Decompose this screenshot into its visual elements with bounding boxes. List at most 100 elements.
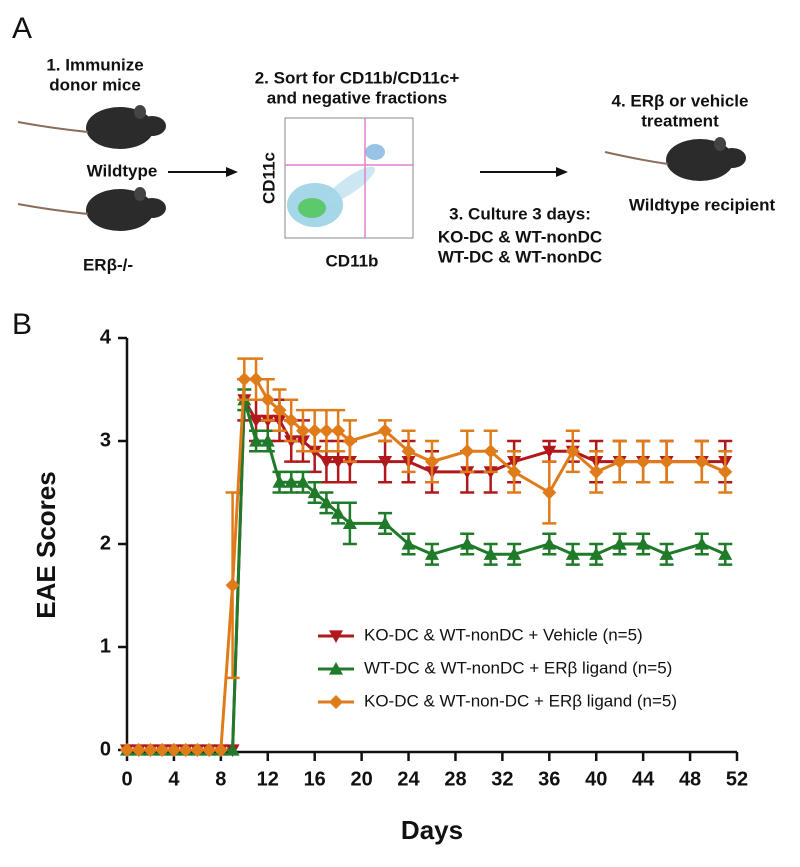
data-point (659, 454, 674, 469)
y-tick-label: 2 (100, 532, 111, 554)
data-point (237, 372, 252, 387)
data-point (401, 444, 416, 459)
mouse-label: Wildtype (87, 161, 158, 180)
data-point (249, 414, 264, 428)
step-text: 4. ERβ or vehicle (612, 91, 749, 110)
data-point (295, 423, 310, 438)
data-point (178, 743, 193, 757)
x-tick-label: 4 (168, 768, 180, 790)
data-point (272, 403, 287, 418)
data-point (542, 485, 557, 500)
data-point (483, 547, 498, 560)
mouse-label: ERβ-/- (83, 255, 133, 274)
data-point (331, 423, 346, 438)
data-point (331, 456, 346, 469)
data-point (507, 464, 522, 479)
data-point (143, 743, 158, 757)
mouse-icon (17, 187, 166, 231)
x-axis-label: Days (401, 815, 463, 845)
step-text: 1. Immunize (46, 55, 143, 74)
flow-axis-label: CD11b (326, 251, 379, 270)
data-point (284, 413, 299, 428)
data-point (425, 547, 439, 560)
x-tick-label: 12 (257, 768, 279, 790)
legend-marker (329, 630, 343, 643)
data-point (378, 423, 393, 438)
panel-letter: A (12, 12, 32, 45)
arrow (480, 167, 568, 177)
flow-plot (284, 117, 414, 239)
data-point (295, 475, 310, 488)
data-point (260, 434, 275, 447)
legend-item: WT-DC & WT-nonDC + ERβ ligand (n=5) (318, 658, 672, 677)
data-point (565, 547, 580, 560)
step-text: 2. Sort for CD11b/CD11c+ (255, 68, 460, 87)
data-point (307, 485, 322, 499)
data-point (718, 547, 733, 560)
data-point (319, 456, 334, 469)
x-tick-label: 8 (215, 768, 226, 790)
data-point (425, 454, 439, 469)
data-point (131, 743, 146, 757)
data-point (319, 423, 334, 438)
data-point (589, 547, 604, 560)
data-point (249, 372, 264, 387)
legend-marker (329, 695, 343, 709)
data-point (284, 475, 299, 488)
step-text: treatment (641, 111, 719, 130)
data-point (155, 743, 170, 757)
data-point (190, 743, 205, 757)
data-point (249, 434, 264, 447)
y-axis-label: EAE Scores (31, 471, 61, 618)
data-point (213, 743, 228, 757)
step-text: KO-DC & WT-nonDC (438, 227, 602, 246)
step-text: donor mice (49, 75, 141, 94)
data-point (694, 537, 709, 550)
step-text: 3. Culture 3 days: (449, 204, 591, 223)
data-point (507, 547, 522, 560)
x-tick-label: 48 (679, 768, 701, 790)
data-point (378, 516, 393, 529)
data-point (319, 495, 334, 509)
mouse-icon (604, 137, 746, 181)
data-point (718, 464, 733, 479)
mouse-label: Wildtype recipient (629, 195, 776, 214)
data-point (612, 454, 627, 469)
legend-item: KO-DC & WT-nonDC + Vehicle (n=5) (318, 625, 643, 644)
data-point (542, 537, 557, 550)
data-point (460, 537, 475, 550)
legend-label: KO-DC & WT-non-DC + ERβ ligand (n=5) (364, 691, 677, 710)
x-tick-label: 16 (304, 768, 326, 790)
data-point (166, 743, 181, 757)
data-point (460, 444, 475, 459)
data-point (612, 537, 627, 550)
x-tick-label: 40 (585, 768, 607, 790)
data-point (659, 547, 674, 560)
x-tick-label: 28 (444, 768, 466, 790)
legend-item: KO-DC & WT-non-DC + ERβ ligand (n=5) (318, 691, 677, 710)
data-point (331, 506, 346, 519)
data-point (636, 454, 651, 469)
y-tick-label: 4 (100, 326, 112, 348)
data-point (542, 445, 557, 459)
data-point (307, 423, 322, 438)
step-text: WT-DC & WT-nonDC (438, 247, 602, 266)
legend-marker (329, 662, 343, 675)
data-point (225, 743, 240, 756)
data-point (202, 743, 217, 757)
x-tick-label: 0 (121, 768, 132, 790)
step-text: and negative fractions (267, 88, 447, 107)
data-point (636, 537, 651, 550)
data-point (589, 464, 604, 479)
flow-axis-label: CD11c (259, 152, 278, 204)
x-tick-label: 36 (538, 768, 560, 790)
x-tick-label: 44 (632, 768, 655, 790)
x-tick-label: 24 (397, 768, 420, 790)
x-tick-label: 52 (726, 768, 748, 790)
data-point (378, 456, 393, 469)
data-point (401, 537, 416, 550)
data-point (120, 743, 134, 757)
data-point (272, 475, 287, 488)
data-point (342, 516, 357, 529)
data-point (565, 444, 580, 459)
